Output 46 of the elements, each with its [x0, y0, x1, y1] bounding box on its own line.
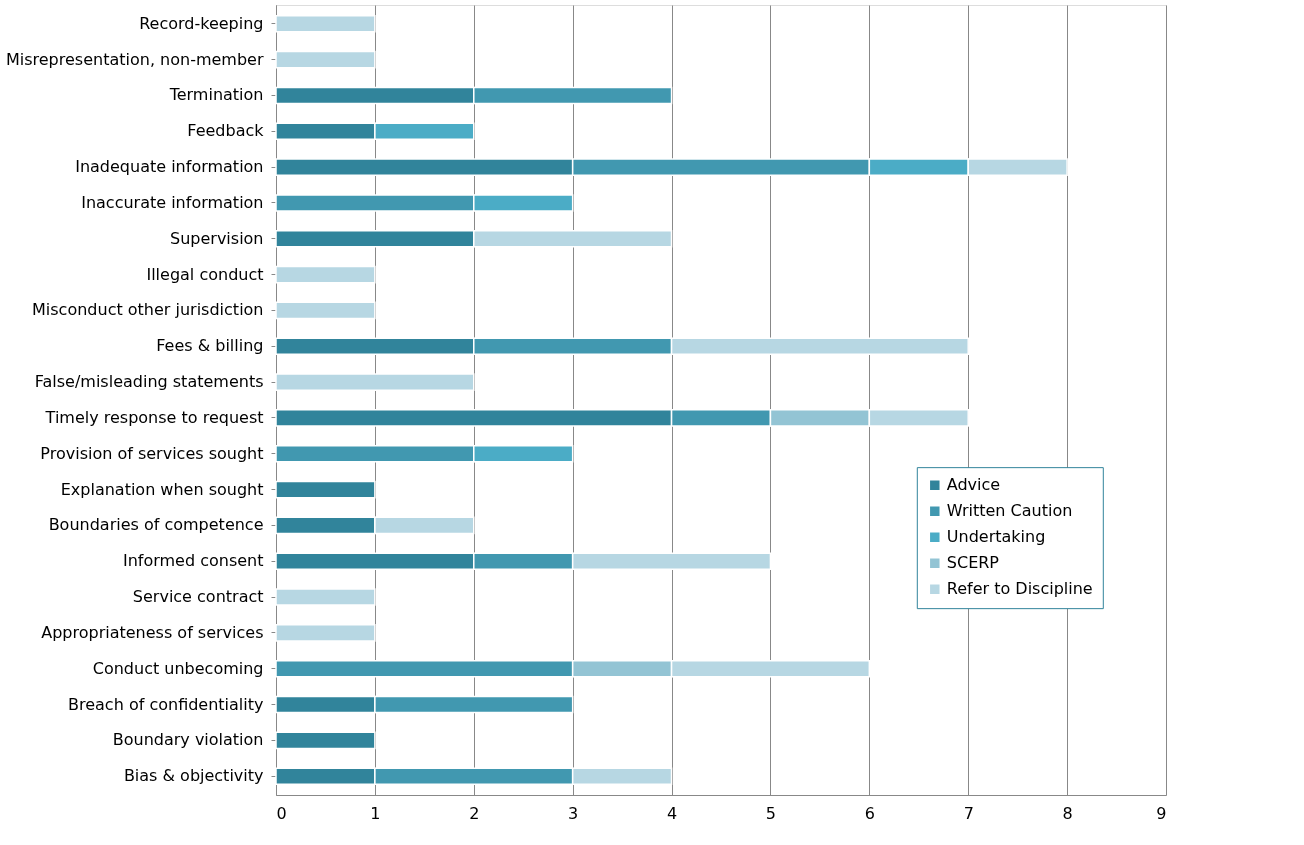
bar: [275, 15, 376, 33]
legend-label: Refer to Discipline: [946, 579, 1093, 599]
legend-label: Written Caution: [946, 501, 1073, 521]
y-tick-label: Informed consent: [122, 551, 264, 571]
x-tick-label: 4: [666, 803, 678, 823]
y-tick-label: Conduct unbecoming: [92, 658, 264, 678]
legend-label: Advice: [946, 475, 1001, 495]
y-tick-label: Explanation when sought: [60, 479, 264, 499]
y-tick-label: Misconduct other jurisdiction: [32, 300, 264, 320]
x-tick-label: 1: [370, 803, 381, 823]
y-tick-label: Record-keeping: [139, 13, 264, 33]
bar: [275, 301, 376, 320]
y-tick-label: Provision of services sought: [40, 443, 264, 463]
y-tick-label: Illegal conduct: [146, 264, 264, 284]
legend-label: Undertaking: [946, 527, 1046, 547]
y-tick-label: Feedback: [187, 121, 265, 141]
x-tick-label: 3: [568, 803, 579, 823]
x-tick-label: 6: [864, 803, 875, 823]
bar: [275, 624, 376, 642]
bar: [275, 588, 376, 606]
y-tick-label: Appropriateness of services: [41, 622, 264, 642]
y-tick-label: Boundaries of competence: [48, 515, 264, 535]
legend-label: SCERP: [946, 553, 1000, 573]
y-tick-label: Bias & objectivity: [123, 766, 264, 786]
x-tick-label: 9: [1156, 803, 1167, 823]
y-tick-label: Misrepresentation, non-member: [5, 49, 264, 69]
y-tick-label: Breach of confidentiality: [68, 694, 264, 714]
y-tick-label: Termination: [168, 85, 264, 105]
y-tick-label: Timely response to request: [44, 407, 264, 427]
y-tick-label: Inadequate information: [75, 157, 264, 177]
x-tick-label: 8: [1062, 803, 1073, 823]
x-tick-label: 5: [765, 803, 777, 823]
x-tick-label: 7: [963, 803, 974, 823]
x-tick-label: 2: [469, 803, 480, 823]
y-tick-label: False/misleading statements: [34, 372, 264, 392]
y-tick-label: Service contract: [132, 587, 264, 607]
bar: [275, 480, 376, 499]
bar: [275, 731, 376, 750]
bar: [275, 373, 475, 391]
x-tick-label: 0: [276, 803, 287, 823]
bar: [275, 265, 376, 284]
y-tick-label: Boundary violation: [112, 730, 264, 750]
y-tick-label: Fees & billing: [156, 336, 264, 356]
y-tick-label: Inaccurate information: [81, 192, 264, 212]
bar: [275, 50, 376, 69]
y-tick-label: Supervision: [170, 228, 264, 248]
